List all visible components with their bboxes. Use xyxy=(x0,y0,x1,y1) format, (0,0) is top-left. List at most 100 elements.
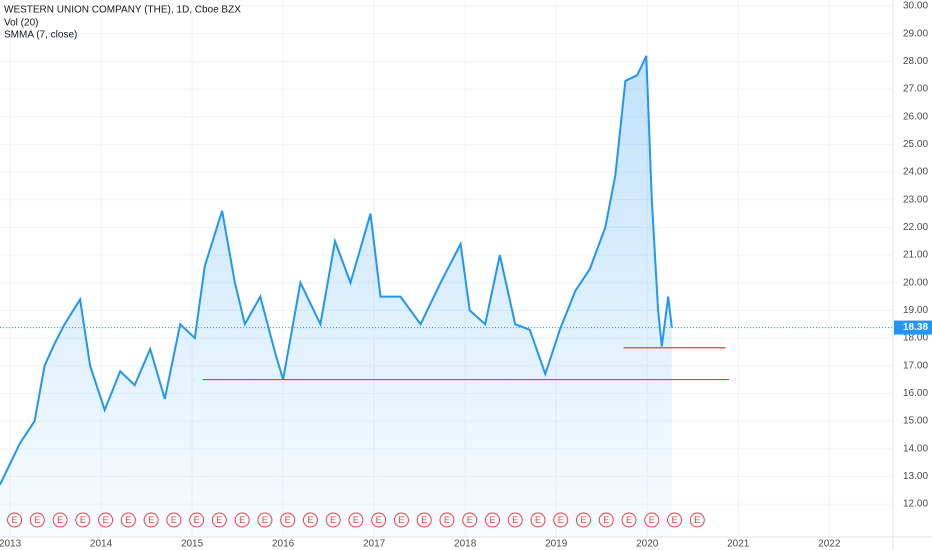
earnings-marker xyxy=(143,512,159,528)
earnings-marker xyxy=(507,512,523,528)
earnings-label: E xyxy=(512,515,518,525)
earnings-label: E xyxy=(125,515,131,525)
earnings-marker xyxy=(234,512,250,528)
earnings-label: E xyxy=(649,515,655,525)
y-tick-label: 22.00 xyxy=(903,222,928,233)
earnings-label: E xyxy=(672,515,678,525)
earnings-label: E xyxy=(34,515,40,525)
earnings-label: E xyxy=(558,515,564,525)
y-tick-label: 26.00 xyxy=(903,111,928,122)
earnings-marker xyxy=(98,512,114,528)
earnings-marker xyxy=(393,512,409,528)
earnings-marker xyxy=(120,512,136,528)
earnings-marker xyxy=(257,512,273,528)
earnings-label: E xyxy=(171,515,177,525)
earnings-label: E xyxy=(694,515,700,525)
x-tick-label: 2019 xyxy=(545,539,568,550)
earnings-label: E xyxy=(216,515,222,525)
earnings-label: E xyxy=(376,515,382,525)
y-tick-label: 29.00 xyxy=(903,28,928,39)
earnings-label: E xyxy=(535,515,541,525)
y-tick-label: 17.00 xyxy=(903,360,928,371)
earnings-marker xyxy=(52,512,68,528)
last-price-label: 18.38 xyxy=(903,322,928,333)
earnings-label: E xyxy=(262,515,268,525)
earnings-marker xyxy=(166,512,182,528)
earnings-marker xyxy=(553,512,569,528)
earnings-label: E xyxy=(444,515,450,525)
earnings-label: E xyxy=(285,515,291,525)
x-tick-label: 2020 xyxy=(636,539,659,550)
y-tick-label: 24.00 xyxy=(903,167,928,178)
x-tick-label: 2021 xyxy=(727,539,750,550)
y-tick-label: 20.00 xyxy=(903,277,928,288)
earnings-label: E xyxy=(467,515,473,525)
price-line xyxy=(0,55,673,486)
x-tick-label: 2022 xyxy=(818,539,841,550)
earnings-marker xyxy=(689,512,705,528)
earnings-label: E xyxy=(80,515,86,525)
y-tick-label: 23.00 xyxy=(903,194,928,205)
earnings-marker xyxy=(462,512,478,528)
earnings-marker xyxy=(644,512,660,528)
y-tick-label: 14.00 xyxy=(903,443,928,454)
earnings-marker xyxy=(371,512,387,528)
earnings-label: E xyxy=(12,515,18,525)
earnings-marker xyxy=(484,512,500,528)
y-tick-label: 27.00 xyxy=(903,84,928,95)
earnings-marker xyxy=(75,512,91,528)
x-tick-label: 2017 xyxy=(363,539,386,550)
earnings-label: E xyxy=(148,515,154,525)
earnings-label: E xyxy=(330,515,336,525)
earnings-marker xyxy=(621,512,637,528)
x-tick-label: 2018 xyxy=(454,539,477,550)
earnings-label: E xyxy=(239,515,245,525)
last-price-box xyxy=(894,320,932,335)
y-tick-label: 18.00 xyxy=(903,333,928,344)
area xyxy=(0,55,672,538)
earnings-label: E xyxy=(398,515,404,525)
x-tick-label: 2015 xyxy=(181,539,204,550)
x-tick-label: 2013 xyxy=(0,539,22,550)
y-tick-label: 16.00 xyxy=(903,388,928,399)
earnings-label: E xyxy=(489,515,495,525)
earnings-marker xyxy=(530,512,546,528)
earnings-marker xyxy=(439,512,455,528)
earnings-label: E xyxy=(421,515,427,525)
earnings-marker xyxy=(598,512,614,528)
earnings-marker xyxy=(189,512,205,528)
earnings-marker xyxy=(348,512,364,528)
earnings-label: E xyxy=(353,515,359,525)
earnings-label: E xyxy=(580,515,586,525)
x-tick-label: 2016 xyxy=(272,539,295,550)
earnings-marker xyxy=(416,512,432,528)
earnings-marker xyxy=(280,512,296,528)
earnings-label: E xyxy=(603,515,609,525)
earnings-marker xyxy=(7,512,23,528)
y-tick-label: 15.00 xyxy=(903,416,928,427)
x-tick-label: 2014 xyxy=(90,539,113,550)
y-tick-label: 28.00 xyxy=(903,56,928,67)
earnings-marker xyxy=(302,512,318,528)
earnings-label: E xyxy=(307,515,313,525)
earnings-marker xyxy=(575,512,591,528)
indicator-label: Vol (20) xyxy=(4,18,38,29)
earnings-marker xyxy=(325,512,341,528)
y-tick-label: 21.00 xyxy=(903,250,928,261)
indicator-label: SMMA (7, close) xyxy=(4,30,77,41)
earnings-label: E xyxy=(626,515,632,525)
chart-title: WESTERN UNION COMPANY (THE), 1D, Cboe BZ… xyxy=(4,5,241,16)
y-tick-label: 13.00 xyxy=(903,471,928,482)
earnings-marker xyxy=(211,512,227,528)
earnings-label: E xyxy=(103,515,109,525)
y-tick-label: 12.00 xyxy=(903,499,928,510)
y-tick-label: 25.00 xyxy=(903,139,928,150)
earnings-label: E xyxy=(57,515,63,525)
earnings-marker xyxy=(29,512,45,528)
earnings-label: E xyxy=(194,515,200,525)
y-tick-label: 30.00 xyxy=(903,1,928,12)
earnings-marker xyxy=(667,512,683,528)
